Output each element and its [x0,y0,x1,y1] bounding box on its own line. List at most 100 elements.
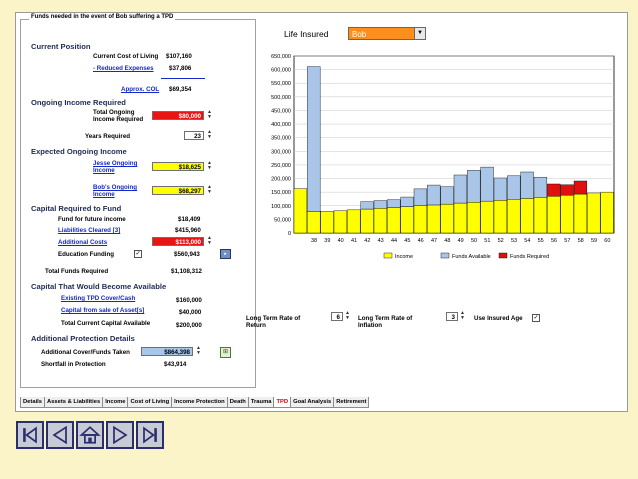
sale-assets-link[interactable]: Capital from sale of Asset[s] [61,307,145,314]
liabilities-link[interactable]: Liabilities Cleared [3] [58,227,121,234]
capital-required-heading: Capital Required to Fund [31,204,122,213]
tpd-cover-link[interactable]: Existing TPD Cover/Cash [61,295,136,302]
total-capital-value: $200,000 [176,322,202,329]
y-tick-label: 650,000 [271,54,291,60]
x-tick-label: 52 [498,238,504,244]
next-button[interactable] [106,421,134,449]
chevron-down-icon[interactable]: ▼ [414,28,425,39]
bar-income [307,211,321,234]
bob-income-input[interactable]: $68,297 [152,186,204,195]
cost-of-living-label: Current Cost of Living [93,53,159,60]
total-ongoing-income-input[interactable]: $80,000 [152,111,204,120]
bob-income-label-2[interactable]: Income [93,191,115,198]
additional-costs-link[interactable]: Additional Costs [58,239,108,246]
last-button[interactable] [136,421,164,449]
x-tick-label: 38 [311,238,317,244]
bar-funds-available [453,174,468,204]
bar-income [400,206,414,234]
tab-details[interactable]: Details [20,397,46,408]
expected-income-heading: Expected Ongoing Income [31,147,127,156]
y-tick-label: 450,000 [271,108,291,114]
approx-col-link[interactable]: Approx. COL [121,86,160,93]
tab-income-protection[interactable]: Income Protection [171,397,228,408]
ongoing-income-heading: Ongoing Income Required [31,98,126,107]
inflation-rate-label-2: Inflation [358,322,383,329]
shortfall-label: Shortfall in Protection [41,361,106,368]
x-tick-label: 39 [324,238,330,244]
bob-spinner-icon[interactable]: ▲ ▼ [207,184,212,195]
bar-income [573,193,588,234]
x-tick-label: 40 [338,238,344,244]
bar-income [347,209,361,234]
x-tick-label: 50 [471,238,477,244]
tab-income[interactable]: Income [102,397,129,408]
tab-trauma[interactable]: Trauma [247,397,275,408]
bob-income-label-1[interactable]: Bob's Ongoing [93,184,138,191]
life-insured-value: Bob [352,30,367,39]
additional-cover-spinner-icon[interactable]: ▲ ▼ [196,345,201,356]
education-details-icon[interactable]: ▸ [220,249,231,259]
inflation-rate-label-1: Long Term Rate of [358,315,413,322]
future-income-label: Fund for future income [58,216,126,223]
tab-cost-of-living[interactable]: Cost of Living [127,397,173,408]
future-income-value: $18,409 [178,216,201,223]
bar-income [293,188,308,234]
previous-button[interactable] [46,421,74,449]
x-tick-label: 56 [551,238,557,244]
x-tick-label: 41 [351,238,357,244]
education-funding-checkbox[interactable]: ✓ [134,250,142,258]
tab-death[interactable]: Death [226,397,249,408]
calculator-icon[interactable]: ⊞ [220,347,231,358]
x-tick-label: 48 [444,238,450,244]
bar-income [467,202,481,234]
inflation-rate-input[interactable]: 3 [446,312,458,321]
tab-goal-analysis[interactable]: Goal Analysis [290,397,335,408]
bar-funds-required [547,183,561,197]
return-rate-spinner-icon[interactable]: ▲ ▼ [345,310,350,321]
reduced-expenses-link[interactable]: - Reduced Expenses [93,65,154,72]
home-button[interactable] [76,421,104,449]
bar-income [413,205,428,234]
return-rate-label-1: Long Term Rate of [246,315,301,322]
education-funding-label: Education Funding [58,251,115,258]
bar-income [547,196,561,234]
jesse-income-input[interactable]: $18,625 [152,162,204,171]
tpd-chart: 650,000 600,000 550,000 500,000 450,000 400,0… [271,54,615,260]
x-tick-label: 51 [484,238,490,244]
first-button[interactable] [16,421,44,449]
inflation-rate-spinner-icon[interactable]: ▲ ▼ [460,310,465,321]
return-rate-input[interactable]: 6 [331,312,343,321]
jesse-income-label-1[interactable]: Jesse Ongoing [93,160,138,167]
bar-funds-available [507,175,521,200]
x-tick-label: 60 [604,238,610,244]
x-tick-label: 47 [431,238,437,244]
tab-assets-liabilities[interactable]: Assets & Liabilities [44,397,104,408]
bar-income [453,202,468,234]
education-funding-value: $560,943 [174,251,200,258]
years-spinner-icon[interactable]: ▲ ▼ [207,129,212,140]
cost-of-living-value: $107,160 [166,53,192,60]
life-insured-select[interactable]: Bob ▼ [348,27,426,40]
tab-tpd[interactable]: TPD [273,397,292,408]
return-rate-label-2: Return [246,322,266,329]
bar-income [427,204,441,234]
y-tick-label: 200,000 [271,177,291,183]
total-funds-required-label: Total Funds Required [45,268,109,275]
tab-retirement[interactable]: Retirement [333,397,370,408]
bar-income [480,200,494,234]
additional-costs-input[interactable]: $113,000 [152,237,204,246]
total-ongoing-spinner-icon[interactable]: ▲ ▼ [207,109,212,120]
bar-funds-available [440,186,454,205]
jesse-spinner-icon[interactable]: ▲ ▼ [207,160,212,171]
first-icon [23,426,37,444]
bar-funds-available [427,184,441,206]
funds-needed-group: Funds needed in the event of Bob sufferi… [20,14,256,388]
y-tick-label: 50,000 [274,217,291,223]
additional-costs-spinner-icon[interactable]: ▲ ▼ [207,235,212,246]
legend-label: Funds Available [452,254,491,260]
additional-cover-input[interactable]: $864,398 [141,347,193,356]
bar-funds-available [413,188,428,206]
use-insured-age-checkbox[interactable]: ✓ [532,314,540,322]
years-required-input[interactable]: 23 [184,131,204,140]
jesse-income-label-2[interactable]: Income [93,167,115,174]
